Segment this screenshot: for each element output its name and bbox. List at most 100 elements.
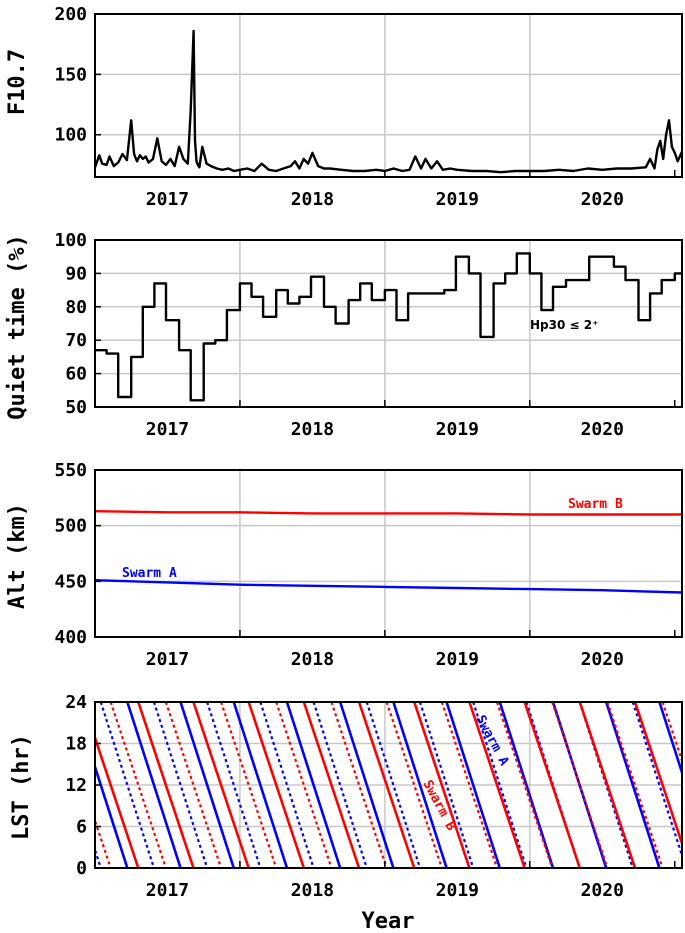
- lst-line-swarm-a-solid: [338, 702, 395, 868]
- x-tick-label: 2019: [436, 419, 479, 440]
- ylabel-f107: F10.7: [5, 49, 30, 115]
- ylabel-lst: LST (hr): [9, 734, 34, 840]
- grid-quiet: [95, 240, 682, 407]
- series-quiet: [95, 252, 682, 402]
- ylabel-alt: Alt (km): [5, 503, 30, 609]
- lst-line-swarm-a-solid: [126, 702, 182, 868]
- annotation-swarm-b-alt: Swarm B: [568, 497, 623, 512]
- ylabel-quiet: Quiet time (%): [5, 234, 30, 419]
- y-tick-label: 18: [65, 734, 87, 755]
- lst-line-swarm-b-solid: [247, 702, 306, 868]
- lst-line-swarm-b-dotted: [220, 702, 278, 868]
- lst-line-swarm-a-dotted: [365, 702, 422, 868]
- y-tick-label: 0: [76, 858, 87, 879]
- lst-line-swarm-b-dotted: [95, 817, 112, 868]
- y-tick-label: 400: [54, 627, 87, 648]
- y-tick-label: 70: [65, 330, 87, 351]
- lst-line-swarm-a-dotted: [578, 702, 634, 868]
- xticks-alt: 2017 2018 2019 2020: [146, 630, 676, 670]
- x-axis-label: Year: [362, 909, 415, 933]
- lst-line-swarm-b-dotted: [109, 702, 167, 868]
- grid-f107: [95, 14, 682, 177]
- x-tick-label: 2018: [291, 880, 334, 901]
- panel-quiet: 50 60 70 80 90 100 2017 2018 2019 2020 Quiet tim…: [5, 230, 683, 440]
- x-tick-label: 2019: [436, 189, 479, 210]
- annotation-swarm-a-alt: Swarm A: [122, 566, 177, 581]
- yticks-lst: 0 6 12 18 24: [65, 692, 101, 879]
- lst-line-swarm-b-solid: [413, 702, 471, 868]
- yticks-quiet: 50 60 70 80 90 100: [54, 230, 101, 418]
- y-tick-label: 50: [65, 397, 87, 418]
- y-tick-label: 150: [54, 64, 87, 85]
- frame-f107: [94, 13, 683, 178]
- series-line-quiet-0: [95, 252, 682, 402]
- annotation-hp30: Hp30 ≤ 2⁺: [530, 318, 598, 332]
- x-tick-label: 2017: [146, 419, 189, 440]
- y-tick-label: 100: [54, 125, 87, 146]
- lst-line-swarm-a-dotted: [99, 702, 156, 868]
- lst-line-swarm-b-solid: [192, 702, 250, 868]
- x-tick-label: 2017: [146, 649, 189, 670]
- lst-line-swarm-b-solid: [468, 702, 526, 868]
- y-tick-label: 500: [54, 516, 87, 537]
- y-tick-label: 450: [54, 571, 87, 592]
- x-tick-label: 2018: [291, 189, 334, 210]
- lst-line-swarm-b-dotted: [551, 702, 609, 868]
- lst-line-swarm-b-dotted: [164, 702, 223, 868]
- x-tick-label: 2019: [436, 880, 479, 901]
- x-tick-label: 2019: [436, 649, 479, 670]
- lst-line-swarm-a-solid: [392, 702, 448, 868]
- lst-line-swarm-a-dotted: [206, 702, 262, 868]
- lst-line-swarm-a-solid: [179, 702, 236, 868]
- lst-line-swarm-a-solid: [232, 702, 289, 868]
- lst-line-swarm-a-dotted: [472, 702, 528, 868]
- lst-line-swarm-b-solid: [95, 733, 140, 868]
- lst-line-swarm-b-solid: [523, 702, 582, 868]
- x-tick-label: 2020: [581, 189, 624, 210]
- lst-line-swarm-b-dotted: [440, 702, 499, 868]
- series-alt: [95, 510, 682, 594]
- y-tick-label: 80: [65, 297, 87, 318]
- lst-line-swarm-a-solid: [604, 702, 661, 868]
- lst-line-swarm-b-dotted: [330, 702, 388, 868]
- xticks-f107: 2017 2018 2019 2020: [146, 170, 676, 210]
- lst-line-swarm-a-dotted: [259, 702, 315, 868]
- lst-line-swarm-b-dotted: [606, 702, 664, 868]
- x-tick-label: 2018: [291, 649, 334, 670]
- xticks-lst: 2017 2018 2019 2020: [146, 861, 676, 901]
- yticks-f107: 100 150 200: [54, 4, 101, 146]
- y-tick-label: 550: [54, 460, 87, 481]
- frame-quiet: [94, 239, 683, 408]
- frame-alt: [94, 469, 683, 638]
- xticks-quiet: 2017 2018 2019 2020: [146, 400, 676, 440]
- series-line-alt-1: [95, 510, 682, 516]
- x-tick-label: 2020: [581, 880, 624, 901]
- series-line-alt-0: [95, 579, 682, 594]
- panel-f107: 100 150 200 2017 2018 2019 2020 F10.7: [5, 4, 683, 210]
- lst-line-swarm-a-dotted: [418, 702, 475, 868]
- yticks-alt: 400 450 500 550: [54, 460, 101, 648]
- x-tick-label: 2020: [581, 649, 624, 670]
- lst-line-swarm-a-solid: [658, 702, 682, 777]
- x-tick-label: 2018: [291, 419, 334, 440]
- lst-line-swarm-b-solid: [302, 702, 361, 868]
- y-tick-label: 60: [65, 364, 87, 385]
- lst-line-swarm-a-dotted: [312, 702, 368, 868]
- lst-line-swarm-b-solid: [578, 702, 637, 868]
- y-tick-label: 24: [65, 692, 87, 713]
- x-tick-label: 2017: [146, 189, 189, 210]
- y-tick-label: 100: [54, 230, 87, 251]
- lst-line-swarm-a-solid: [285, 702, 342, 868]
- lst-line-swarm-b-solid: [357, 702, 416, 868]
- panel-alt: 400 450 500 550 2017 2018 2019 2020 Alt (km) S…: [5, 460, 683, 670]
- grid-lst: [95, 702, 682, 868]
- x-tick-label: 2017: [146, 880, 189, 901]
- y-tick-label: 200: [54, 4, 87, 25]
- lst-line-swarm-b-dotted: [275, 702, 333, 868]
- y-tick-label: 12: [65, 775, 87, 796]
- y-tick-label: 90: [65, 263, 87, 284]
- grid-alt: [95, 470, 682, 637]
- y-tick-label: 6: [76, 817, 87, 838]
